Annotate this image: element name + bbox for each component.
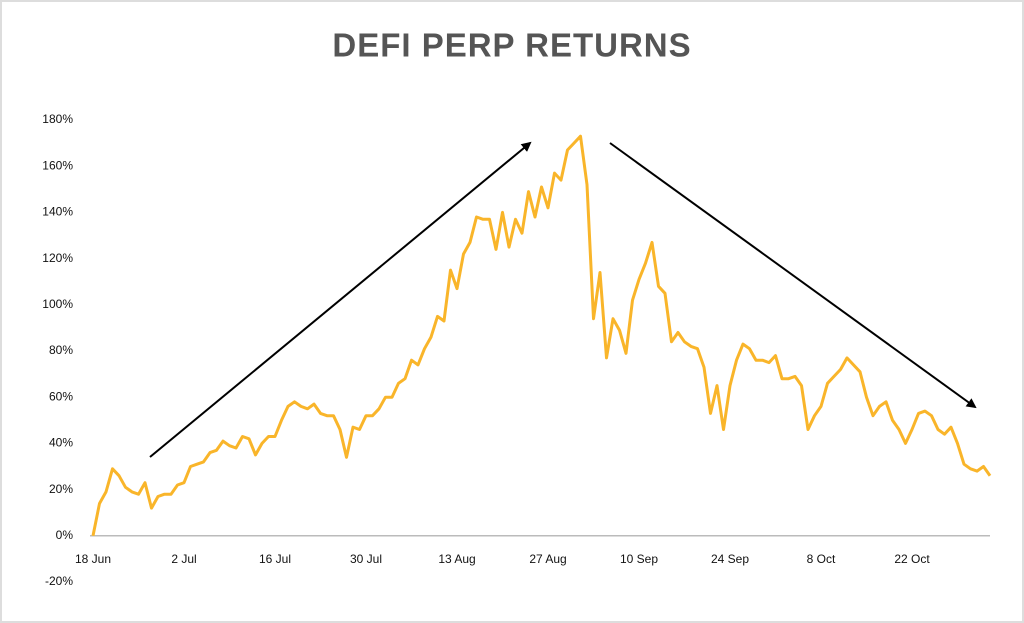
y-tick-label: 60% (49, 389, 73, 403)
y-tick-label: 140% (42, 205, 73, 219)
y-tick-label: 120% (42, 251, 73, 265)
y-tick-label: 180% (42, 112, 73, 126)
x-tick-label: 30 Jul (350, 552, 382, 566)
up-arrow (149, 141, 532, 458)
y-tick-label: 160% (42, 158, 73, 172)
y-tick-label: 100% (42, 297, 73, 311)
x-tick-label: 2 Jul (171, 552, 196, 566)
chart-title: DEFI PERP RETURNS (332, 27, 691, 64)
x-tick-label: 27 Aug (529, 552, 566, 566)
x-tick-label: 18 Jun (75, 552, 111, 566)
y-tick-label: -20% (45, 574, 73, 588)
x-tick-label: 10 Sep (620, 552, 658, 566)
x-tick-label: 8 Oct (807, 552, 836, 566)
x-tick-label: 24 Sep (711, 552, 749, 566)
y-tick-label: 0% (56, 528, 74, 542)
line-series (91, 134, 992, 537)
x-tick-label: 22 Oct (894, 552, 930, 566)
y-tick-label: 80% (49, 343, 73, 357)
y-tick-label: 20% (49, 482, 73, 496)
y-tick-label: 40% (49, 436, 73, 450)
x-tick-label: 16 Jul (259, 552, 291, 566)
x-tick-label: 13 Aug (438, 552, 475, 566)
down-arrow (609, 142, 977, 409)
